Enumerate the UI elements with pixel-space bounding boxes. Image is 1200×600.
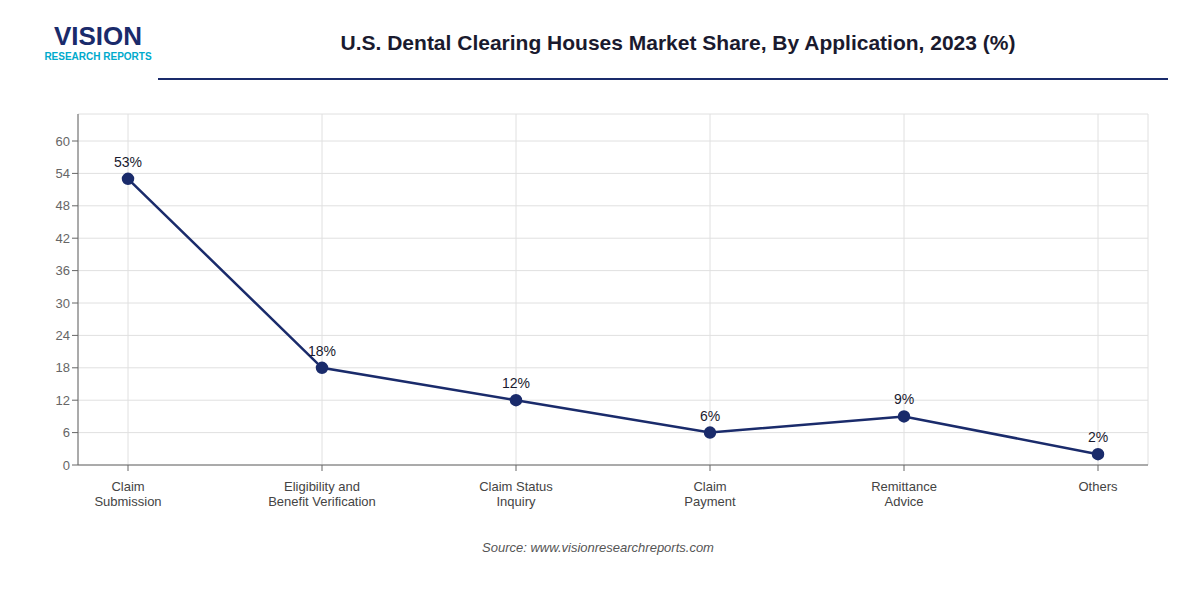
svg-text:RemittanceAdvice: RemittanceAdvice	[871, 479, 937, 510]
svg-text:12%: 12%	[502, 375, 530, 391]
html-text:RESEARCH REPORTS: RESEARCH REPORTS	[44, 51, 152, 62]
svg-text:2%: 2%	[1088, 429, 1108, 445]
svg-text:18: 18	[56, 360, 70, 375]
svg-text:Claim StatusInquiry: Claim StatusInquiry	[479, 479, 553, 510]
svg-text:24: 24	[56, 328, 70, 343]
svg-text:30: 30	[56, 296, 70, 311]
svg-text:54: 54	[56, 166, 70, 181]
svg-text:ClaimSubmission: ClaimSubmission	[94, 479, 161, 510]
html-text:Source: www.visionresearchrepo: Source: www.visionresearchreports.com	[482, 540, 714, 555]
html-text:U.S. Dental Clearing Houses Ma: U.S. Dental Clearing Houses Market Share…	[340, 31, 1016, 54]
svg-text:6: 6	[63, 425, 70, 440]
svg-text:60: 60	[56, 134, 70, 149]
svg-text:18%: 18%	[308, 343, 336, 359]
svg-text:0: 0	[63, 458, 70, 473]
svg-text:12: 12	[56, 393, 70, 408]
html-text:VISION: VISION	[53, 21, 143, 51]
svg-text:Eligibility andBenefit Verific: Eligibility andBenefit Verification	[268, 479, 376, 510]
svg-text:9%: 9%	[894, 391, 914, 407]
svg-text:36: 36	[56, 263, 70, 278]
svg-text:42: 42	[56, 231, 70, 246]
svg-text:6%: 6%	[700, 408, 720, 424]
svg-text:Others: Others	[1078, 479, 1118, 494]
svg-text:53%: 53%	[114, 154, 142, 170]
svg-text:48: 48	[56, 198, 70, 213]
svg-text:ClaimPayment: ClaimPayment	[684, 479, 736, 510]
